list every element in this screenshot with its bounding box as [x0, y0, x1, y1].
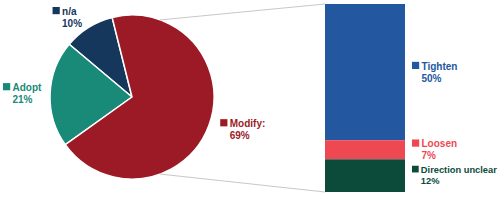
data-label: 69%	[230, 130, 250, 141]
bar-segment	[325, 140, 405, 159]
pie-label: Modify:69%	[220, 118, 265, 141]
label-name: Tighten	[422, 61, 458, 72]
bar-label: Tighten50%	[412, 61, 457, 84]
pie-label: Adopt21%	[3, 82, 42, 105]
data-label: 50%	[422, 73, 442, 84]
bar-label: Loosen7%	[412, 138, 457, 161]
label-swatch	[3, 83, 10, 90]
pie-label: n/a10%	[53, 6, 83, 29]
data-label: 10%	[62, 18, 82, 29]
pie-slice	[65, 15, 214, 179]
data-label: 12%	[421, 176, 440, 186]
data-label: 21%	[13, 94, 33, 105]
label-swatch	[220, 119, 227, 126]
bar-segment	[325, 159, 405, 192]
connector-line	[160, 174, 325, 192]
pie	[50, 15, 214, 179]
label-name: Direction unclear	[421, 165, 497, 175]
connector-line	[160, 4, 325, 20]
label-name: Adopt	[13, 82, 43, 93]
chart: n/a10% Adopt21% Modify:69% Tighten50% Loosen…	[0, 0, 500, 197]
bar-segment	[325, 4, 405, 140]
data-label: 7%	[422, 150, 437, 161]
label-swatch	[53, 7, 60, 14]
label-name: Loosen	[422, 138, 458, 149]
bar-label: Direction unclear12%	[412, 165, 497, 186]
label-name: n/a	[62, 6, 77, 17]
label-swatch	[412, 166, 419, 173]
label-swatch	[412, 139, 419, 146]
label-name: Modify:	[230, 118, 266, 129]
stacked-bar	[325, 4, 405, 192]
label-swatch	[412, 62, 419, 69]
